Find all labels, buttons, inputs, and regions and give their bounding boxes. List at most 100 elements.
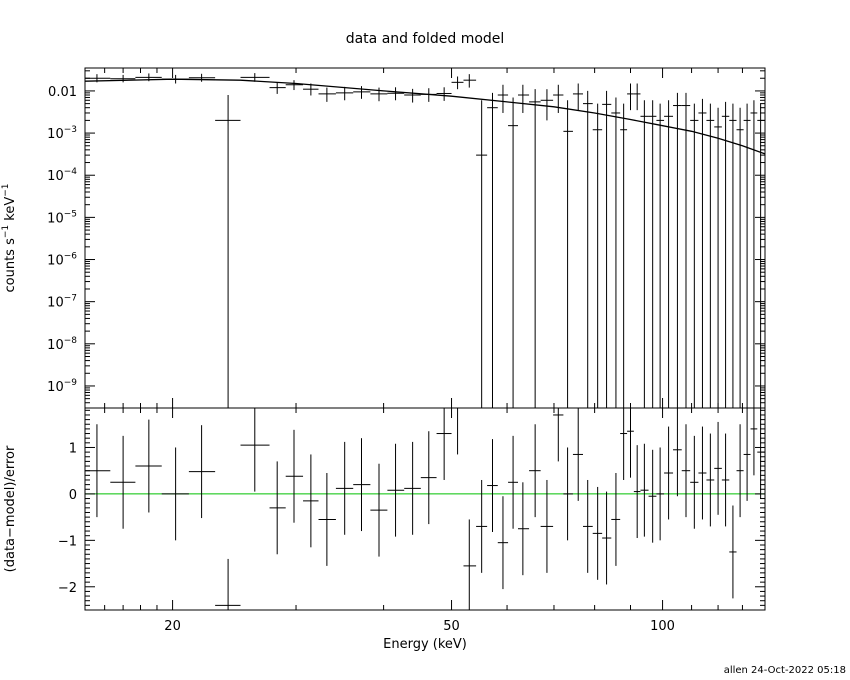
residual-point-26 <box>540 479 554 573</box>
top-ytick-label-7: 10−9 <box>47 378 77 395</box>
residual-point-22 <box>497 496 509 590</box>
residual-point-30 <box>582 479 593 573</box>
top-ytick-label-7-base: 10 <box>47 380 64 395</box>
residual-point-31 <box>592 486 603 580</box>
data-point-51 <box>750 100 758 408</box>
top-ytick-label-2: 10−4 <box>47 167 77 184</box>
top-ytick-label-3-exp: −5 <box>64 209 77 219</box>
residual-point-39 <box>656 447 665 541</box>
ylabel-sup2: −1 <box>1 183 11 196</box>
data-point-20 <box>476 100 488 408</box>
top-ytick-label-4: 10−6 <box>47 252 77 269</box>
top-ytick-label-0: 0.01 <box>48 85 77 100</box>
top-ytick-label-3-base: 10 <box>47 211 64 226</box>
residual-point-12 <box>353 438 371 532</box>
residual-point-7 <box>269 461 286 555</box>
top-panel-frame <box>84 67 766 409</box>
residual-point-2 <box>135 419 162 513</box>
x-tick-label-2: 100 <box>650 619 675 634</box>
bottom-panel: 1 0 −1 −2 20 50 100 (data−model)/error <box>3 407 766 634</box>
top-ytick-label-1: 10−3 <box>47 125 77 142</box>
bottom-ytick-label-2: −1 <box>58 534 77 549</box>
data-point-7 <box>269 82 286 94</box>
data-point-17 <box>436 87 452 101</box>
top-panel-marks <box>84 73 766 408</box>
residual-point-21 <box>487 439 498 532</box>
residual-point-13 <box>370 463 388 557</box>
residual-point-4 <box>188 425 216 519</box>
top-ytick-label-5-exp: −7 <box>64 294 77 304</box>
residual-point-16 <box>420 431 437 525</box>
data-point-46 <box>714 107 722 408</box>
bottom-y-axis-label: (data−model)/error <box>3 445 18 572</box>
residual-point-19 <box>463 519 477 610</box>
residual-point-11 <box>335 441 354 535</box>
data-point-10 <box>318 87 336 102</box>
data-point-15 <box>404 88 421 103</box>
bottom-ytick-label-1: 0 <box>69 488 77 503</box>
data-point-9 <box>303 83 319 96</box>
bottom-ytick-label-0: 1 <box>69 441 77 456</box>
data-point-12 <box>353 86 371 99</box>
data-point-14 <box>387 87 405 101</box>
residual-point-33 <box>611 473 621 566</box>
data-point-33 <box>611 97 621 408</box>
residual-point-36 <box>633 445 641 539</box>
data-point-11 <box>335 86 354 101</box>
top-ytick-label-3: 10−5 <box>47 209 77 226</box>
data-point-18 <box>451 76 464 90</box>
top-ytick-label-4-exp: −6 <box>64 252 78 262</box>
data-point-28 <box>563 100 573 408</box>
data-point-29 <box>572 83 583 111</box>
residual-point-10 <box>318 473 336 566</box>
data-point-45 <box>706 103 715 408</box>
residual-point-43 <box>690 435 699 529</box>
data-point-38 <box>648 100 657 408</box>
data-point-43 <box>690 103 699 408</box>
top-ytick-label-5-base: 10 <box>47 296 64 311</box>
residual-point-35 <box>627 408 634 478</box>
residual-point-3 <box>161 447 189 541</box>
data-point-4 <box>188 73 216 82</box>
data-point-6 <box>240 73 270 82</box>
bottom-panel-frame <box>84 407 766 611</box>
residual-point-24 <box>518 482 530 576</box>
residual-point-41 <box>673 408 682 497</box>
residual-point-29 <box>572 408 583 501</box>
residual-point-6 <box>240 408 270 492</box>
ylabel-mid: keV <box>3 197 18 225</box>
residual-point-18 <box>451 407 464 455</box>
data-point-21 <box>487 92 498 408</box>
ylabel-sup1: −1 <box>1 225 11 238</box>
residual-point-46 <box>714 421 722 515</box>
data-point-26 <box>540 89 554 121</box>
x-axis-label: Energy (keV) <box>383 637 467 652</box>
residual-point-17 <box>436 408 452 480</box>
top-ytick-label-7-exp: −9 <box>64 378 78 388</box>
top-ytick-label-2-base: 10 <box>47 169 64 184</box>
bottom-panel-x-ticks: 20 50 100 <box>104 408 766 634</box>
data-point-25 <box>529 89 541 408</box>
data-point-22 <box>497 84 509 113</box>
data-point-19 <box>463 74 477 88</box>
data-point-49 <box>736 107 744 408</box>
residual-point-42 <box>681 424 691 518</box>
data-point-50 <box>743 103 751 408</box>
data-point-34 <box>620 103 628 408</box>
top-ytick-label-1-exp: −3 <box>64 125 77 135</box>
data-point-1 <box>110 74 136 83</box>
data-point-31 <box>592 103 603 408</box>
footer-stamp: allen 24-Oct-2022 05:18 <box>724 665 846 676</box>
residual-point-14 <box>387 443 405 537</box>
residual-point-50 <box>743 408 751 501</box>
residual-point-5 <box>215 558 241 610</box>
data-point-24 <box>518 84 530 113</box>
chart-title: data and folded model <box>346 31 505 47</box>
residual-point-47 <box>721 433 730 527</box>
residual-point-28 <box>563 447 573 541</box>
bottom-panel-marks <box>85 407 765 610</box>
residual-point-15 <box>404 441 421 535</box>
